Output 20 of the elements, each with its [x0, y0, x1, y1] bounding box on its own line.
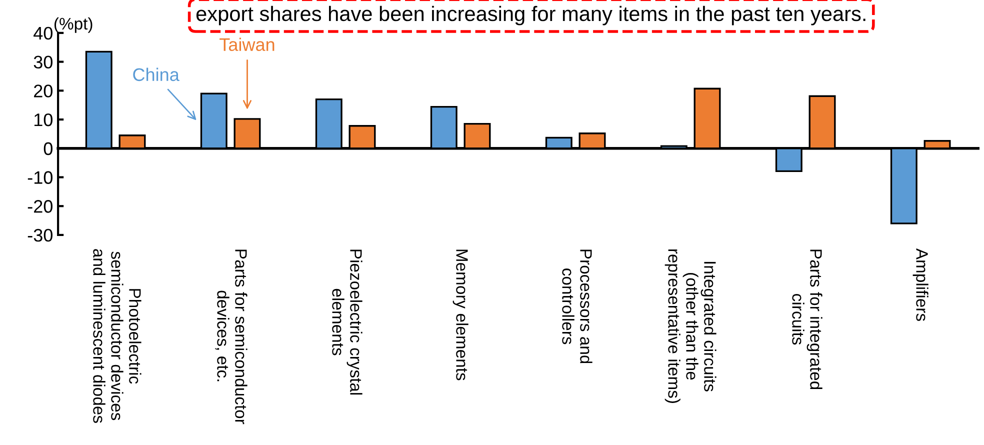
x-tick-label: Photoelectric semiconductor devices and luminescent diodes: [93, 249, 142, 423]
y-tick-label: 40: [34, 26, 52, 40]
x-tick-label: Piezoelectric crystal elements: [332, 250, 362, 395]
y-tick-label: -10: [28, 171, 52, 184]
y-tick-label: 20: [34, 84, 52, 98]
text: export shares have been increasing for many items in the past ten years.: [196, 6, 866, 26]
series-label: China: [133, 68, 180, 82]
x-tick-label: Parts for semiconductor devices, etc.: [215, 250, 248, 424]
text: Taiwan: [220, 38, 274, 52]
y-tick-label: 30: [34, 56, 52, 69]
y-tick-label: 10: [34, 113, 52, 126]
y-axis-title: (%pt): [54, 17, 92, 33]
x-tick-label: Integrated circuits (other than the representative items): [664, 249, 716, 403]
x-tick-label: Parts for integrated circuits: [792, 250, 822, 390]
x-tick-label: Processors and controllers: [562, 250, 592, 364]
y-tick-label: 0: [44, 142, 52, 156]
x-tick-label: Memory elements: [452, 250, 468, 380]
y-tick-label: -30: [28, 228, 52, 242]
y-tick-label: -20: [28, 200, 52, 213]
x-tick-label: Amplifiers: [912, 248, 928, 321]
